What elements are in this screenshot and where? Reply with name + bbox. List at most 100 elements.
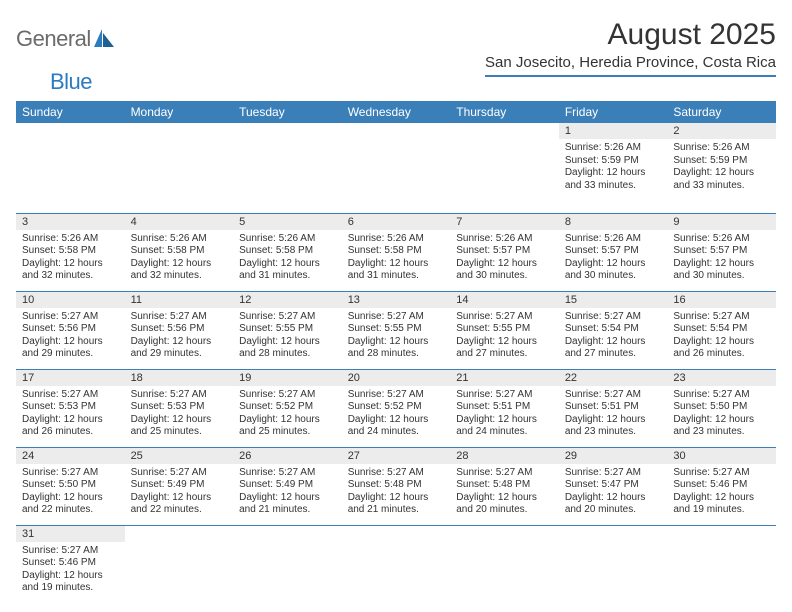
calendar-cell: 19Sunrise: 5:27 AMSunset: 5:52 PMDayligh… [233, 369, 342, 447]
calendar-cell: 21Sunrise: 5:27 AMSunset: 5:51 PMDayligh… [450, 369, 559, 447]
daylight-text: Daylight: 12 hours and 21 minutes. [239, 492, 336, 517]
calendar-cell [667, 525, 776, 603]
sunset-text: Sunset: 5:48 PM [456, 479, 553, 492]
calendar-cell: 17Sunrise: 5:27 AMSunset: 5:53 PMDayligh… [16, 369, 125, 447]
calendar-cell: 5Sunrise: 5:26 AMSunset: 5:58 PMDaylight… [233, 213, 342, 291]
sunrise-text: Sunrise: 5:27 AM [565, 311, 662, 324]
daylight-text: Daylight: 12 hours and 32 minutes. [22, 258, 119, 283]
sunrise-text: Sunrise: 5:26 AM [239, 233, 336, 246]
sunset-text: Sunset: 5:56 PM [22, 323, 119, 336]
daylight-text: Daylight: 12 hours and 26 minutes. [673, 336, 770, 361]
calendar-row: 31Sunrise: 5:27 AMSunset: 5:46 PMDayligh… [16, 525, 776, 603]
cell-body [342, 127, 451, 134]
day-number: 23 [667, 370, 776, 386]
cell-body: Sunrise: 5:27 AMSunset: 5:56 PMDaylight:… [16, 308, 125, 365]
daylight-text: Daylight: 12 hours and 30 minutes. [673, 258, 770, 283]
day-number: 9 [667, 214, 776, 230]
calendar-row: 24Sunrise: 5:27 AMSunset: 5:50 PMDayligh… [16, 447, 776, 525]
cell-body: Sunrise: 5:26 AMSunset: 5:57 PMDaylight:… [450, 230, 559, 287]
logo: General [16, 18, 118, 52]
dow-thu: Thursday [450, 101, 559, 123]
cell-body: Sunrise: 5:27 AMSunset: 5:56 PMDaylight:… [125, 308, 234, 365]
sunrise-text: Sunrise: 5:27 AM [22, 311, 119, 324]
day-number: 2 [667, 123, 776, 139]
sunset-text: Sunset: 5:46 PM [22, 557, 119, 570]
sunset-text: Sunset: 5:53 PM [131, 401, 228, 414]
cell-body: Sunrise: 5:27 AMSunset: 5:52 PMDaylight:… [342, 386, 451, 443]
daylight-text: Daylight: 12 hours and 25 minutes. [239, 414, 336, 439]
calendar-cell: 1Sunrise: 5:26 AMSunset: 5:59 PMDaylight… [559, 123, 668, 213]
calendar-cell: 2Sunrise: 5:26 AMSunset: 5:59 PMDaylight… [667, 123, 776, 213]
daylight-text: Daylight: 12 hours and 19 minutes. [22, 570, 119, 595]
sunrise-text: Sunrise: 5:27 AM [239, 467, 336, 480]
calendar-cell: 16Sunrise: 5:27 AMSunset: 5:54 PMDayligh… [667, 291, 776, 369]
sunset-text: Sunset: 5:47 PM [565, 479, 662, 492]
day-number: 14 [450, 292, 559, 308]
sunset-text: Sunset: 5:58 PM [239, 245, 336, 258]
sunrise-text: Sunrise: 5:27 AM [456, 467, 553, 480]
dow-wed: Wednesday [342, 101, 451, 123]
sunrise-text: Sunrise: 5:27 AM [673, 467, 770, 480]
calendar-cell: 14Sunrise: 5:27 AMSunset: 5:55 PMDayligh… [450, 291, 559, 369]
cell-body: Sunrise: 5:27 AMSunset: 5:49 PMDaylight:… [233, 464, 342, 521]
calendar-cell: 30Sunrise: 5:27 AMSunset: 5:46 PMDayligh… [667, 447, 776, 525]
sunrise-text: Sunrise: 5:27 AM [673, 311, 770, 324]
calendar-cell: 12Sunrise: 5:27 AMSunset: 5:55 PMDayligh… [233, 291, 342, 369]
cell-body [233, 530, 342, 537]
day-number: 15 [559, 292, 668, 308]
day-number: 25 [125, 448, 234, 464]
calendar-cell: 23Sunrise: 5:27 AMSunset: 5:50 PMDayligh… [667, 369, 776, 447]
daylight-text: Daylight: 12 hours and 21 minutes. [348, 492, 445, 517]
sunrise-text: Sunrise: 5:27 AM [22, 467, 119, 480]
day-number: 22 [559, 370, 668, 386]
cell-body: Sunrise: 5:26 AMSunset: 5:58 PMDaylight:… [342, 230, 451, 287]
calendar-cell: 31Sunrise: 5:27 AMSunset: 5:46 PMDayligh… [16, 525, 125, 603]
calendar-cell: 3Sunrise: 5:26 AMSunset: 5:58 PMDaylight… [16, 213, 125, 291]
cell-body [667, 530, 776, 537]
sunset-text: Sunset: 5:59 PM [565, 155, 662, 168]
sunrise-text: Sunrise: 5:26 AM [456, 233, 553, 246]
sunset-text: Sunset: 5:57 PM [456, 245, 553, 258]
calendar-cell [233, 123, 342, 213]
calendar-cell: 27Sunrise: 5:27 AMSunset: 5:48 PMDayligh… [342, 447, 451, 525]
cell-body [450, 530, 559, 537]
calendar-cell [450, 525, 559, 603]
cell-body: Sunrise: 5:27 AMSunset: 5:51 PMDaylight:… [559, 386, 668, 443]
calendar-cell: 15Sunrise: 5:27 AMSunset: 5:54 PMDayligh… [559, 291, 668, 369]
calendar-cell: 6Sunrise: 5:26 AMSunset: 5:58 PMDaylight… [342, 213, 451, 291]
sunset-text: Sunset: 5:55 PM [456, 323, 553, 336]
sunset-text: Sunset: 5:50 PM [22, 479, 119, 492]
daylight-text: Daylight: 12 hours and 22 minutes. [131, 492, 228, 517]
calendar-cell: 13Sunrise: 5:27 AMSunset: 5:55 PMDayligh… [342, 291, 451, 369]
sunrise-text: Sunrise: 5:27 AM [131, 467, 228, 480]
location-text: San Josecito, Heredia Province, Costa Ri… [485, 54, 776, 77]
sunset-text: Sunset: 5:50 PM [673, 401, 770, 414]
sunrise-text: Sunrise: 5:26 AM [673, 142, 770, 155]
cell-body: Sunrise: 5:27 AMSunset: 5:48 PMDaylight:… [342, 464, 451, 521]
sunrise-text: Sunrise: 5:27 AM [348, 311, 445, 324]
day-number: 5 [233, 214, 342, 230]
daylight-text: Daylight: 12 hours and 32 minutes. [131, 258, 228, 283]
page-title: August 2025 [485, 18, 776, 52]
cell-body: Sunrise: 5:27 AMSunset: 5:50 PMDaylight:… [667, 386, 776, 443]
sunset-text: Sunset: 5:49 PM [131, 479, 228, 492]
day-number: 31 [16, 526, 125, 542]
sunrise-text: Sunrise: 5:27 AM [456, 311, 553, 324]
day-number: 13 [342, 292, 451, 308]
day-number: 19 [233, 370, 342, 386]
sunset-text: Sunset: 5:58 PM [131, 245, 228, 258]
sunrise-text: Sunrise: 5:27 AM [131, 389, 228, 402]
dow-row: Sunday Monday Tuesday Wednesday Thursday… [16, 101, 776, 123]
day-number: 29 [559, 448, 668, 464]
calendar-cell: 25 Sunrise: 5:27 AMSunset: 5:49 PMDayligh… [125, 447, 234, 525]
cell-body: Sunrise: 5:27 AMSunset: 5:46 PMDaylight:… [667, 464, 776, 521]
daylight-text: Daylight: 12 hours and 29 minutes. [22, 336, 119, 361]
calendar-cell [16, 123, 125, 213]
sunset-text: Sunset: 5:54 PM [673, 323, 770, 336]
day-number: 21 [450, 370, 559, 386]
sunset-text: Sunset: 5:52 PM [239, 401, 336, 414]
sunrise-text: Sunrise: 5:27 AM [565, 389, 662, 402]
sunrise-text: Sunrise: 5:26 AM [131, 233, 228, 246]
daylight-text: Daylight: 12 hours and 24 minutes. [348, 414, 445, 439]
calendar-cell: 8Sunrise: 5:26 AMSunset: 5:57 PMDaylight… [559, 213, 668, 291]
